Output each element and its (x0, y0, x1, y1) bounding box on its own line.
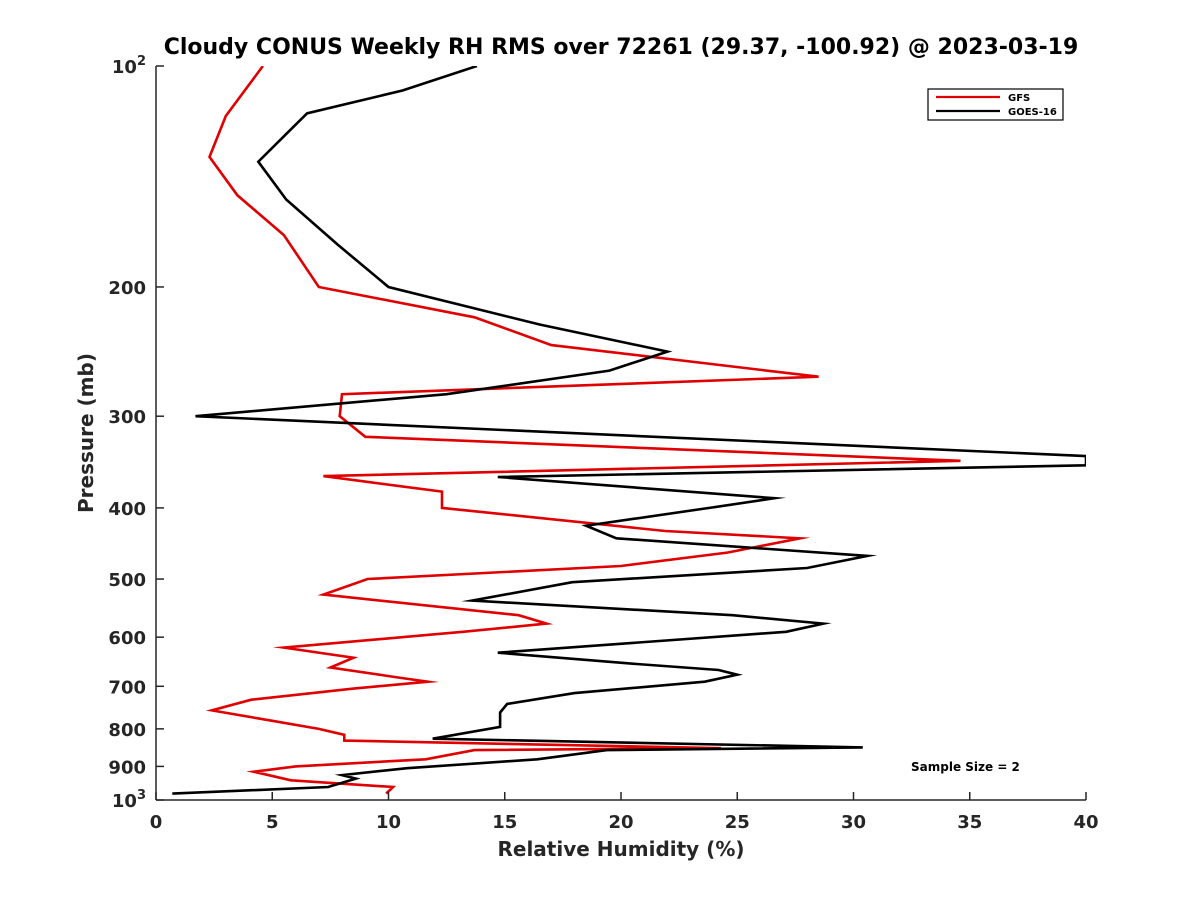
y-tick-label-base: 600 (108, 628, 146, 649)
y-tick-label: 700 (108, 677, 146, 698)
x-tick-label: 30 (841, 812, 866, 833)
y-tick-label-base: 10 (112, 57, 137, 78)
y-tick-label-base: 400 (108, 499, 146, 520)
legend-box (927, 88, 1064, 121)
x-tick-label: 0 (150, 812, 163, 833)
y-tick-label-base: 200 (108, 278, 146, 299)
y-tick-label: 102 (112, 54, 146, 78)
y-tick-label: 400 (108, 499, 146, 520)
y-tick-label: 103 (112, 788, 146, 812)
legend: GFS GOES-16 (927, 88, 1064, 121)
y-tick-label-base: 500 (108, 570, 146, 591)
x-ticks: 0 5 10 15 20 25 30 35 40 (150, 792, 1099, 833)
x-tick-label: 35 (957, 812, 982, 833)
x-tick-label: 25 (725, 812, 750, 833)
y-tick-label: 300 (108, 407, 146, 428)
legend-label-goes16: GOES-16 (1008, 107, 1057, 118)
y-axis-label: Pressure (mb) (74, 353, 98, 513)
sample-size-annotation: Sample Size = 2 (911, 760, 1020, 774)
y-tick-label-base: 700 (108, 677, 146, 698)
x-tick-label: 15 (492, 812, 517, 833)
legend-label-gfs: GFS (1008, 93, 1030, 104)
y-tick-label-base: 900 (108, 757, 146, 778)
x-tick-label: 10 (376, 812, 401, 833)
y-tick-label: 200 (108, 278, 146, 299)
series-layer (172, 66, 1086, 795)
x-tick-label: 5 (266, 812, 279, 833)
y-tick-label: 800 (108, 720, 146, 741)
y-tick-label-base: 300 (108, 407, 146, 428)
y-tick-label: 900 (108, 757, 146, 778)
y-tick-label-exponent: 3 (137, 788, 146, 803)
x-tick-label: 40 (1073, 812, 1098, 833)
series-line-goes16 (172, 66, 1086, 795)
y-tick-label-exponent: 2 (137, 54, 146, 69)
y-tick-label-base: 800 (108, 720, 146, 741)
y-tick-label: 600 (108, 628, 146, 649)
y-tick-label-base: 10 (112, 791, 137, 812)
chart-title: Cloudy CONUS Weekly RH RMS over 72261 (2… (164, 35, 1079, 60)
x-axis-label: Relative Humidity (%) (497, 837, 744, 861)
x-tick-label: 20 (608, 812, 633, 833)
y-tick-label: 500 (108, 570, 146, 591)
series-line-gfs (205, 66, 961, 795)
